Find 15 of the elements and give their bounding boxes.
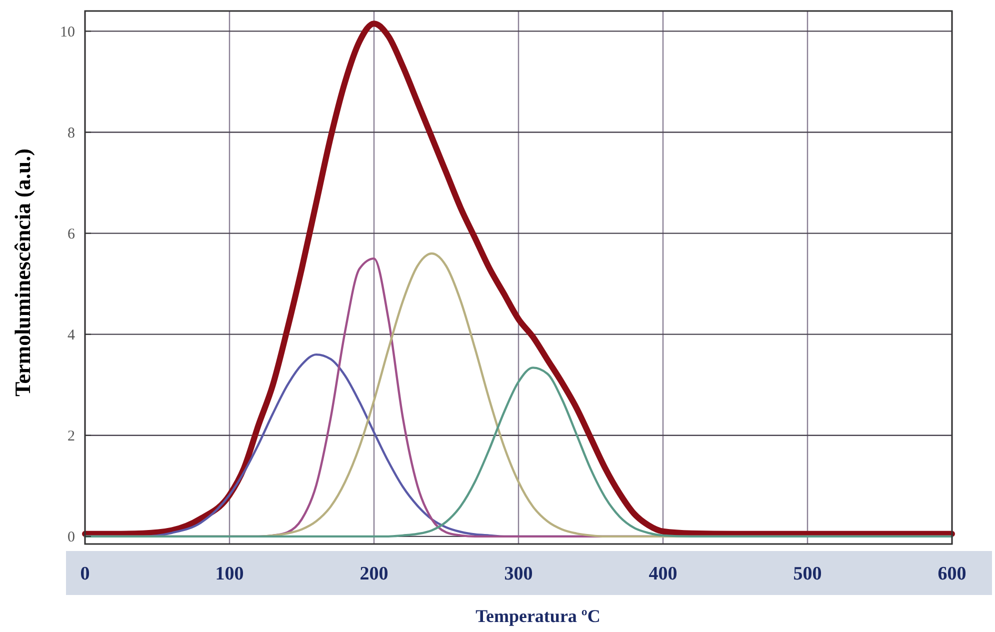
y-tick-label: 8	[68, 126, 75, 142]
x-tick-label: 300	[504, 564, 533, 585]
y-tick-label: 6	[68, 226, 76, 243]
y-tick-label: 4	[68, 328, 76, 344]
x-tick-label: 100	[215, 564, 244, 585]
y-tick-label: 2	[68, 428, 75, 445]
y-tick-label: 10	[60, 24, 75, 40]
x-tick-label: 400	[648, 564, 678, 585]
line-series	[84, 366, 954, 538]
y-axis-title: Termoluminescência (a.u.)	[10, 148, 35, 396]
y-tick-label: 0	[68, 530, 75, 546]
x-tick-label: 500	[793, 564, 822, 585]
x-tick-label: 600	[938, 564, 966, 585]
x-axis-title: Temperatura ºC	[476, 606, 600, 626]
x-tick-label: 200	[360, 564, 388, 585]
